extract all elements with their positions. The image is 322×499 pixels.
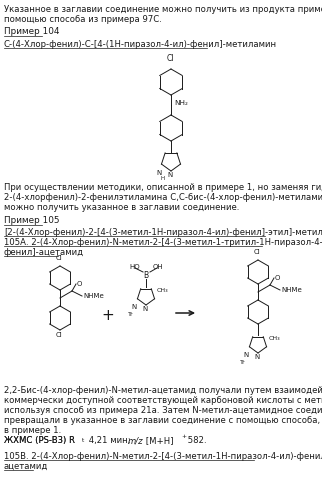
Text: CH₃: CH₃	[269, 336, 281, 341]
Text: CH₃: CH₃	[157, 287, 169, 292]
Text: OH: OH	[153, 264, 163, 270]
Text: ацетамид: ацетамид	[4, 462, 48, 471]
Text: [M+H]: [M+H]	[143, 436, 174, 445]
Text: коммерчески доступной соответствующей карбоновой кислоты с метиламином,: коммерчески доступной соответствующей ка…	[4, 396, 322, 405]
Text: NH₂: NH₂	[174, 100, 188, 106]
Text: 2-(4-хлорфенил)-2-фенилэтиламина С,С-бис-(4-хлор-фенил)-метиламином,: 2-(4-хлорфенил)-2-фенилэтиламина С,С-бис…	[4, 193, 322, 202]
Text: N: N	[142, 306, 147, 312]
Text: 4,21 мин;: 4,21 мин;	[86, 436, 133, 445]
Text: помощью способа из примера 97С.: помощью способа из примера 97С.	[4, 15, 162, 24]
Text: NHMe: NHMe	[281, 287, 302, 293]
Text: +: +	[102, 307, 114, 322]
Text: B: B	[143, 270, 148, 279]
Text: в примере 1.: в примере 1.	[4, 426, 61, 435]
Text: 582.: 582.	[185, 436, 207, 445]
Text: Cl: Cl	[56, 332, 63, 338]
Text: NHMe: NHMe	[83, 293, 104, 299]
Text: t: t	[82, 438, 84, 443]
Text: m/z: m/z	[128, 436, 144, 445]
Text: [2-(4-Хлор-фенил)-2-[4-(3-метил-1Н-пиразол-4-ил)-фенил]-этил]-метил-амин: [2-(4-Хлор-фенил)-2-[4-(3-метил-1Н-пираз…	[4, 228, 322, 237]
Text: Пример 104: Пример 104	[4, 27, 60, 36]
Text: N: N	[254, 354, 260, 360]
Text: H: H	[161, 176, 165, 181]
Text: превращали в указанное в заглавии соединение с помощью способа, описанного: превращали в указанное в заглавии соедин…	[4, 416, 322, 425]
Text: используя способ из примера 21а. Затем N-метил-ацетамидное соединение: используя способ из примера 21а. Затем N…	[4, 406, 322, 415]
Text: O: O	[275, 275, 280, 281]
Text: можно получить указанное в заглавии соединение.: можно получить указанное в заглавии соед…	[4, 203, 239, 212]
Text: Tr: Tr	[240, 360, 246, 365]
Text: HO: HO	[130, 264, 140, 270]
Text: 105А. 2-(4-Хлор-фенил)-N-метил-2-[4-(3-метил-1-тритил-1Н-пиразол-4-ил)-: 105А. 2-(4-Хлор-фенил)-N-метил-2-[4-(3-м…	[4, 238, 322, 247]
Text: N: N	[156, 170, 162, 176]
Text: При осуществлении методики, описанной в примере 1, но заменяя гидрохлорид: При осуществлении методики, описанной в …	[4, 183, 322, 192]
Text: O: O	[77, 281, 82, 287]
Text: Tr: Tr	[128, 312, 134, 317]
Text: ЖХМС (PS-B3) R: ЖХМС (PS-B3) R	[4, 436, 75, 445]
Text: N: N	[131, 304, 137, 310]
Text: N: N	[167, 172, 173, 178]
Text: +: +	[181, 434, 186, 439]
Text: ЖХМС (PS-B3) R: ЖХМС (PS-B3) R	[4, 436, 75, 445]
Text: Указанное в заглавии соединение можно получить из продукта примера 103В с: Указанное в заглавии соединение можно по…	[4, 5, 322, 14]
Text: 105В. 2-(4-Хлор-фенил)-N-метил-2-[4-(3-метил-1Н-пиразол-4-ил)-фенил]-: 105В. 2-(4-Хлор-фенил)-N-метил-2-[4-(3-м…	[4, 452, 322, 461]
Text: Cl: Cl	[254, 249, 261, 255]
Text: Пример 105: Пример 105	[4, 216, 60, 225]
Text: 2,2-Бис-(4-хлор-фенил)-N-метил-ацетамид получали путем взаимодействия: 2,2-Бис-(4-хлор-фенил)-N-метил-ацетамид …	[4, 386, 322, 395]
Text: фенил]-ацетамид: фенил]-ацетамид	[4, 248, 84, 257]
Text: N: N	[243, 352, 249, 358]
Text: С-(4-Хлор-фенил)-С-[4-(1Н-пиразол-4-ил)-фенил]-метиламин: С-(4-Хлор-фенил)-С-[4-(1Н-пиразол-4-ил)-…	[4, 40, 277, 49]
Text: Cl: Cl	[167, 54, 175, 63]
Text: Cl: Cl	[56, 255, 63, 261]
